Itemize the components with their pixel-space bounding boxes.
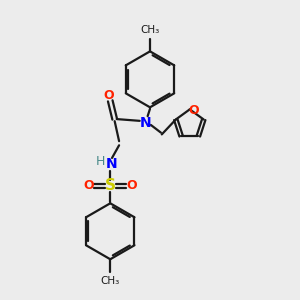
- Text: N: N: [106, 158, 117, 171]
- Text: O: O: [84, 179, 94, 192]
- Text: O: O: [126, 179, 137, 192]
- Text: S: S: [105, 178, 116, 193]
- Text: CH₃: CH₃: [140, 25, 160, 35]
- Text: H: H: [96, 155, 106, 168]
- Text: N: N: [140, 116, 152, 130]
- Text: CH₃: CH₃: [100, 276, 120, 286]
- Text: O: O: [189, 104, 200, 117]
- Text: O: O: [103, 89, 114, 102]
